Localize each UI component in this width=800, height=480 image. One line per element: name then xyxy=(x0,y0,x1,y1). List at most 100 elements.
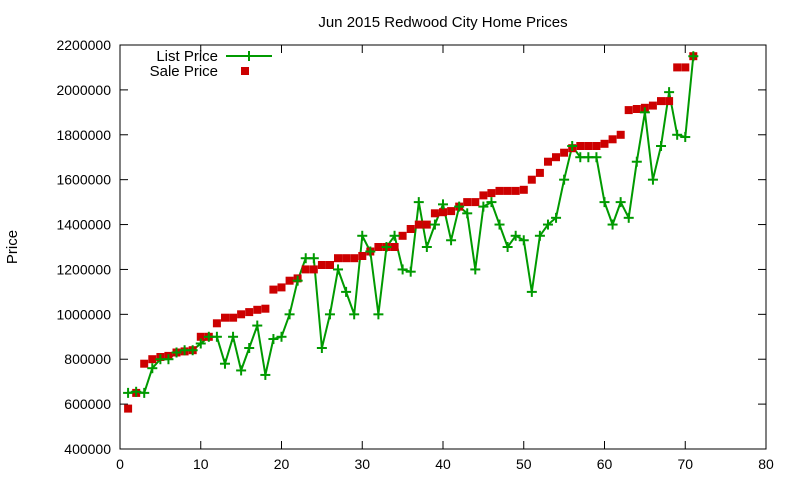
ticks-layer: 0 10 20 30 40 50 60 70 80 400000 600000 800000 10000… xyxy=(56,37,774,472)
legend: List Price Sale Price xyxy=(150,48,272,80)
list-price-point xyxy=(559,174,570,185)
series-layer xyxy=(123,51,699,413)
sale-price-point xyxy=(277,283,286,292)
y-tick-label: 600000 xyxy=(64,396,111,412)
x-tick-label: 50 xyxy=(516,456,532,472)
y-axis-label: Price xyxy=(4,230,21,264)
sale-price-point xyxy=(309,265,318,274)
sale-price-point xyxy=(196,332,205,341)
list-price-point xyxy=(631,156,642,167)
list-price-point xyxy=(639,107,650,118)
sale-price-point xyxy=(301,265,310,274)
sale-price-point xyxy=(503,186,512,195)
sale-price-point xyxy=(245,308,254,317)
list-price-point xyxy=(599,197,610,208)
x-tick-label: 10 xyxy=(193,456,209,472)
list-price-point xyxy=(333,264,344,275)
sale-price-point xyxy=(665,97,674,106)
list-price-point xyxy=(260,369,271,380)
sale-price-point xyxy=(600,139,609,148)
sale-price-point xyxy=(552,153,560,162)
sale-price-point xyxy=(334,254,342,263)
list-price-point xyxy=(494,219,505,230)
list-price-point xyxy=(276,331,287,342)
list-price-point xyxy=(163,354,174,365)
y-tick-label: 2000000 xyxy=(56,82,111,98)
y-tick-label: 400000 xyxy=(64,441,111,457)
y-tick-label: 1800000 xyxy=(56,127,111,143)
plot-frame xyxy=(119,44,767,450)
list-price-point xyxy=(567,141,578,151)
sale-price-point xyxy=(439,208,447,217)
sale-price-point xyxy=(269,285,278,294)
y-tick-label: 1600000 xyxy=(56,172,111,188)
sale-price-point xyxy=(390,243,399,251)
list-price-point xyxy=(147,363,158,374)
y-tick-label: 1400000 xyxy=(56,217,111,233)
list-price-point xyxy=(688,51,699,62)
list-price-point xyxy=(413,197,424,208)
x-tick-label: 60 xyxy=(597,456,613,472)
list-price-point xyxy=(510,230,521,241)
sale-price-point xyxy=(479,191,488,200)
list-price-point xyxy=(228,331,239,342)
x-tick-label: 0 xyxy=(116,456,124,472)
list-price-point xyxy=(615,197,626,208)
sale-price-point xyxy=(648,101,657,110)
sale-price-point xyxy=(350,254,359,263)
sale-price-point xyxy=(261,304,270,313)
sale-price-point xyxy=(560,148,569,157)
sale-price-point xyxy=(624,106,633,115)
x-tick-label: 40 xyxy=(435,456,451,472)
legend-label-sale-price: Sale Price xyxy=(150,63,218,80)
list-price-point xyxy=(341,286,352,297)
list-price-point xyxy=(195,338,206,349)
y-tick-label: 1200000 xyxy=(56,261,111,277)
list-price-point xyxy=(542,219,553,230)
sale-price-point xyxy=(632,105,641,113)
list-price-point xyxy=(429,219,440,230)
list-price-point xyxy=(268,334,279,345)
y-tick-label: 1000000 xyxy=(56,306,111,322)
list-price-point xyxy=(656,141,667,151)
list-price-point xyxy=(470,264,481,275)
list-price-point xyxy=(123,387,134,398)
list-price-point xyxy=(607,219,618,230)
sale-price-point xyxy=(535,168,544,177)
sale-price-point xyxy=(616,130,625,139)
list-price-point xyxy=(405,266,416,277)
list-price-point xyxy=(478,201,489,212)
sale-price-point xyxy=(657,97,665,106)
sale-price-point xyxy=(124,404,133,413)
sale-price-point xyxy=(140,359,149,368)
sale-price-point xyxy=(463,198,472,207)
list-price-point xyxy=(623,212,634,223)
list-price-point xyxy=(664,87,675,98)
sale-price-point xyxy=(673,63,682,72)
list-price-point xyxy=(131,386,142,397)
list-price-point xyxy=(454,201,465,212)
sale-price-point xyxy=(317,261,326,269)
list-price-point xyxy=(591,152,602,163)
list-price-point xyxy=(680,132,691,143)
sale-price-point xyxy=(212,319,221,328)
chart-title: Jun 2015 Redwood City Home Prices xyxy=(318,14,567,31)
list-price-point xyxy=(462,208,473,219)
sale-price-point xyxy=(342,254,351,263)
list-price-point xyxy=(187,345,198,356)
list-price-point xyxy=(446,235,457,246)
list-price-point xyxy=(526,286,537,297)
sale-price-point xyxy=(511,186,520,195)
sale-price-point xyxy=(519,185,528,194)
list-price-point xyxy=(316,343,327,353)
sale-price-point xyxy=(374,243,383,251)
list-price-point xyxy=(551,212,562,223)
list-price-point xyxy=(211,331,222,342)
list-price-point xyxy=(139,387,150,398)
sale-price-point xyxy=(527,175,536,184)
sale-price-point xyxy=(221,313,229,322)
list-price-point xyxy=(502,242,513,252)
sale-price-point xyxy=(253,305,262,314)
x-tick-label: 80 xyxy=(758,456,774,472)
